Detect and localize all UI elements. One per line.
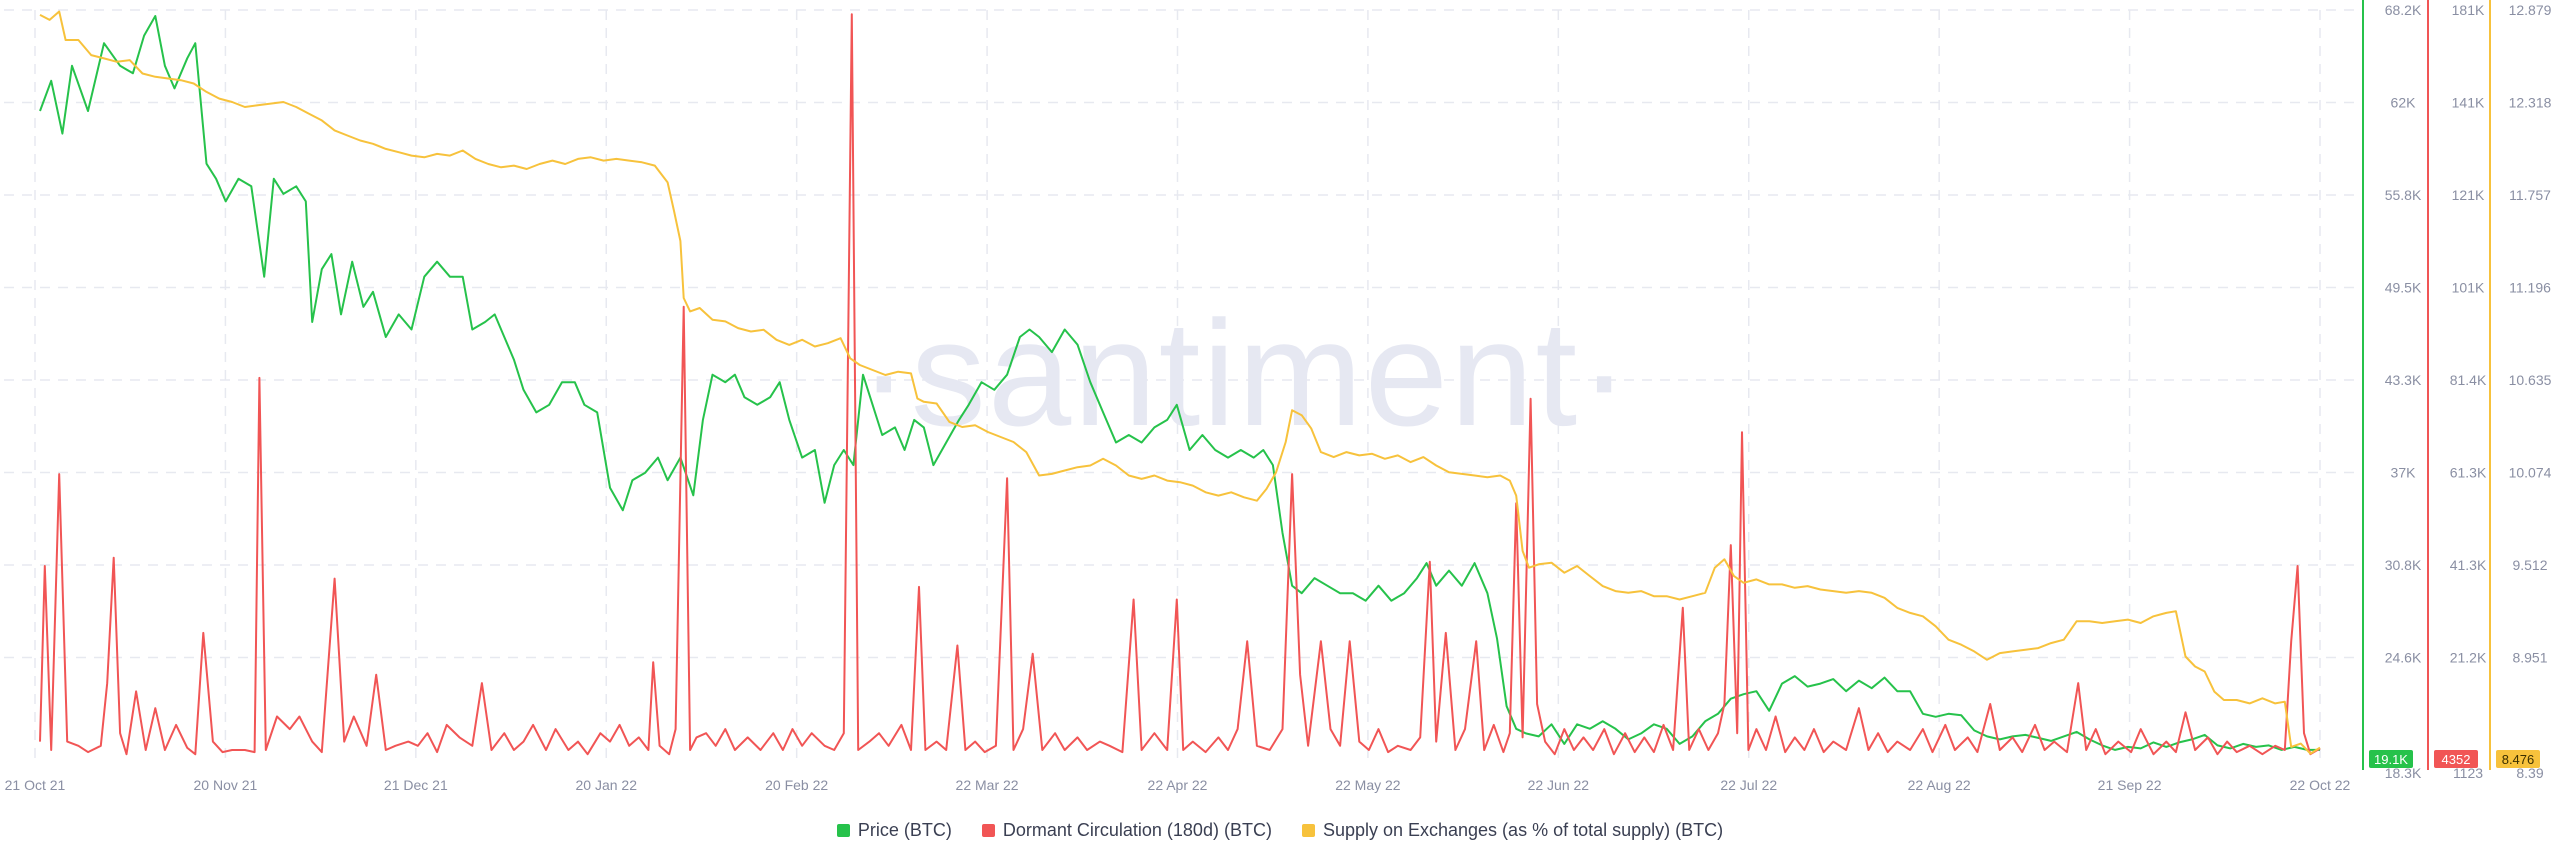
axis-tick-price: 68.2K (2385, 2, 2422, 18)
legend-label-price: Price (BTC) (857, 820, 952, 840)
legend-label-dormant: Dormant Circulation (180d) (BTC) (1002, 820, 1272, 840)
axis-min-label-supply: 8.39 (2516, 765, 2543, 781)
series-layer (39, 10, 2321, 756)
legend-swatch-price (836, 824, 850, 837)
axis-tick-supply: 12.318 (2509, 95, 2552, 111)
axis-tick-dormant: 181K (2452, 2, 2485, 18)
axis-tick-price: 37K (2391, 465, 2417, 481)
legend-swatch-supply (1301, 824, 1315, 837)
value-badge-text-dormant: 4352 (2442, 752, 2471, 767)
x-tick-label: 22 May 22 (1335, 777, 1401, 793)
axis-tick-supply: 10.074 (2509, 465, 2552, 481)
axis-tick-price: 55.8K (2385, 187, 2422, 203)
legend-label-supply: Supply on Exchanges (as % of total suppl… (1322, 820, 1724, 840)
axis-tick-dormant: 121K (2452, 187, 2485, 203)
value-badge-text-supply: 8.476 (2502, 752, 2535, 767)
x-tick-label: 20 Feb 22 (765, 777, 828, 793)
x-tick-label: 22 Oct 22 (2290, 777, 2351, 793)
axis-tick-supply: 10.635 (2509, 372, 2552, 388)
x-axis: 21 Oct 21 20 Nov 21 21 Dec 21 20 Jan 22 20 F… (5, 777, 2351, 793)
x-tick-label: 20 Nov 21 (194, 777, 258, 793)
x-tick-label: 22 Mar 22 (956, 777, 1019, 793)
axis-tick-supply: 11.757 (2509, 187, 2551, 203)
value-badge-price (2369, 750, 2413, 768)
axis-tick-supply: 9.512 (2512, 557, 2547, 573)
x-tick-label: 22 Jun 22 (1528, 777, 1590, 793)
chart-legend: Price (BTC) Dormant Circulation (180d) (… (0, 820, 2560, 841)
series-line-dormant (39, 13, 2321, 756)
value-badge-supply (2496, 750, 2540, 768)
axis-tick-dormant: 101K (2452, 280, 2485, 296)
axis-tick-supply: 8.951 (2512, 650, 2547, 666)
axis-min-label-dormant: 1123 (2453, 765, 2483, 781)
axis-tick-supply: 11.196 (2509, 280, 2551, 296)
value-badges: 19.1K 4352 8.476 (2369, 750, 2540, 768)
axis-min-label-price: 18.3K (2385, 765, 2422, 781)
x-tick-label: 21 Dec 21 (384, 777, 448, 793)
x-tick-label: 22 Jul 22 (1720, 777, 1777, 793)
axis-tick-price: 62K (2391, 95, 2417, 111)
x-tick-label: 21 Oct 21 (5, 777, 66, 793)
chart-grid (4, 9, 2363, 762)
axis-tick-dormant: 141K (2452, 95, 2485, 111)
legend-swatch-dormant (981, 824, 995, 837)
series-line-price (39, 15, 2320, 751)
value-badge-text-price: 19.1K (2374, 752, 2408, 767)
santiment-watermark: ·santiment· (859, 289, 1631, 457)
axis-tick-dormant: 81.4K (2450, 372, 2487, 388)
axis-tick-dormant: 61.3K (2450, 465, 2487, 481)
axis-tick-price: 43.3K (2385, 372, 2422, 388)
x-tick-label: 20 Jan 22 (576, 777, 638, 793)
legend-item-price[interactable]: Price (BTC) (836, 820, 952, 841)
axis-tick-dormant: 21.2K (2450, 650, 2487, 666)
axis-tick-price: 30.8K (2385, 557, 2422, 573)
value-badge-dormant (2434, 750, 2478, 768)
axis-tick-price: 24.6K (2385, 650, 2422, 666)
legend-item-dormant[interactable]: Dormant Circulation (180d) (BTC) (981, 820, 1272, 841)
axis-tick-dormant: 41.3K (2450, 557, 2487, 573)
legend-item-supply[interactable]: Supply on Exchanges (as % of total suppl… (1301, 820, 1724, 841)
x-tick-label: 21 Sep 22 (2098, 777, 2162, 793)
x-tick-label: 22 Aug 22 (1908, 777, 1971, 793)
x-tick-label: 22 Apr 22 (1148, 777, 1208, 793)
series-line-supply (39, 10, 2321, 755)
axis-tick-price: 49.5K (2385, 280, 2422, 296)
axis-tick-supply: 12.879 (2509, 2, 2552, 18)
axes-layer: 68.2K 62K 55.8K 49.5K 43.3K 37K 30.8K 24.6K 18.3… (2362, 0, 2552, 781)
